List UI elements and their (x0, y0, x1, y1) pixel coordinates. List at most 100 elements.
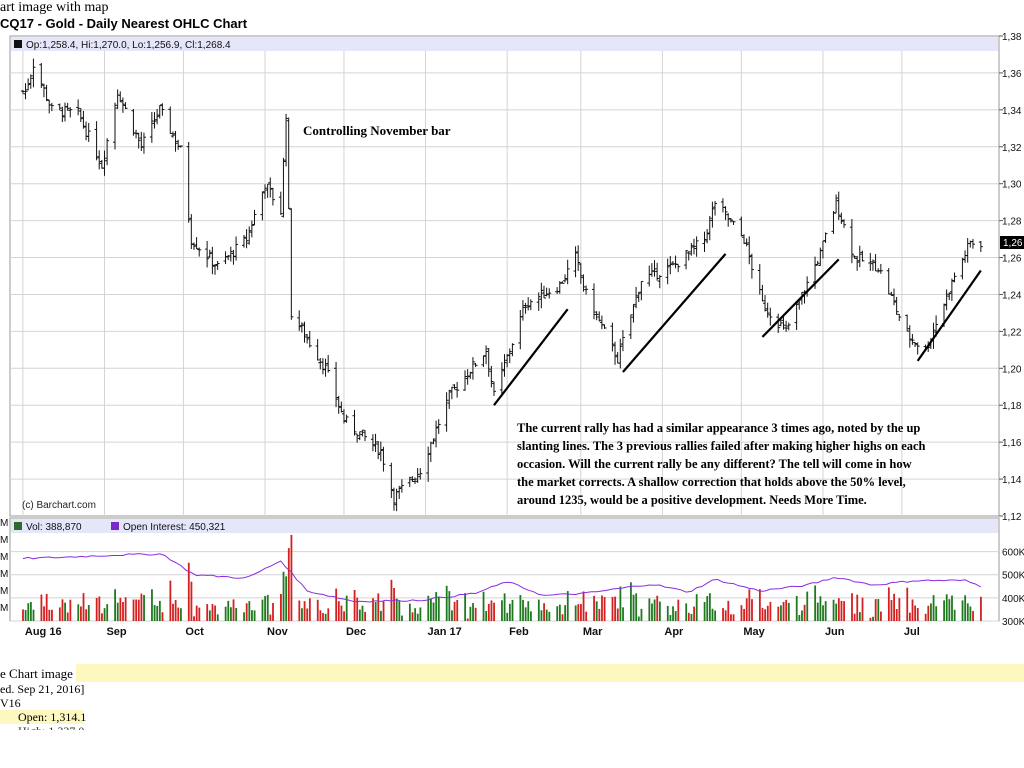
footer-line-1: e Chart image (0, 666, 73, 681)
volume-bar (401, 615, 403, 621)
price-tick-label: 1,28 (1002, 217, 1022, 228)
volume-bar (751, 599, 753, 621)
volume-bar (595, 601, 598, 621)
volume-bar (648, 598, 651, 621)
volume-bar (432, 602, 435, 621)
volume-bar (469, 606, 472, 621)
volume-tick-label: 500K (1002, 571, 1024, 582)
volume-bar (285, 576, 288, 621)
volume-bar (824, 601, 827, 621)
x-tick-label: Apr (664, 626, 684, 638)
volume-bar (316, 599, 319, 621)
x-tick-label: Aug 16 (25, 626, 62, 638)
volume-bar (924, 613, 927, 621)
last-price-label: 1,26 (1003, 238, 1023, 249)
volume-bar (893, 593, 895, 621)
volume-bar (819, 596, 822, 621)
x-tick-label: Jan 17 (428, 626, 462, 638)
price-panel-frame (9, 35, 1000, 517)
volume-bar (877, 599, 880, 621)
volume-bar (251, 610, 253, 621)
volume-bar (308, 598, 311, 621)
volume-bar (953, 609, 956, 621)
volume-bar (345, 595, 348, 621)
x-tick-label: Oct (185, 626, 204, 638)
volume-bar (777, 606, 780, 621)
volume-bar (187, 562, 190, 621)
chart-title: CQ17 - Gold - Daily Nearest OHLC Chart (0, 16, 248, 31)
vol-legend-swatch (14, 522, 22, 530)
volume-bar (524, 607, 527, 621)
volume-bar (935, 606, 938, 621)
vol-legend: Vol: 388,870 (26, 522, 82, 533)
volume-bar (537, 599, 540, 621)
volume-bar (361, 605, 364, 621)
x-tick-label: Dec (346, 626, 366, 638)
volume-bar (519, 595, 522, 621)
volume-bar (103, 608, 106, 621)
volume-bar (787, 602, 790, 621)
volume-bar (408, 603, 411, 621)
volume-bar (116, 602, 119, 621)
volume-bar (898, 598, 901, 621)
annotation-title: Controlling November bar (303, 123, 451, 138)
volume-bar (561, 614, 564, 621)
price-y-axis: 1,38 1,36 1,34 1,32 1,30 1,28 1,26 1,24 1,22 1,20… (999, 32, 1022, 523)
volume-bar (485, 610, 488, 621)
volume-bar (106, 604, 109, 621)
price-tick-label: 1,20 (1002, 364, 1022, 375)
volume-bar (301, 608, 303, 621)
volume-bar (758, 589, 761, 621)
volume-bar (151, 589, 153, 621)
volume-bar (874, 599, 877, 621)
volume-bar (582, 591, 585, 621)
volume-bar (85, 609, 88, 621)
volume-bar (490, 600, 493, 621)
volume-bar (487, 603, 490, 621)
volume-bar (603, 597, 606, 621)
volume-bar (335, 588, 338, 621)
volume-bar (382, 601, 385, 621)
volume-legend-band (11, 519, 998, 533)
volume-tick-label: 400K (1002, 594, 1024, 605)
volume-bar (932, 595, 935, 621)
volume-bar (593, 595, 595, 621)
volume-bar (390, 579, 393, 621)
ohlc-legend: Op:1,258.4, Hi:1,270.0, Lo:1,256.9, Cl:1… (26, 40, 231, 51)
price-tick-label: 1,36 (1002, 69, 1022, 80)
volume-bar (472, 603, 474, 621)
volume-bar (364, 611, 367, 621)
volume-bar (769, 601, 772, 621)
volume-bar (353, 589, 356, 621)
volume-bar (803, 604, 806, 621)
volume-bar (945, 594, 948, 621)
volume-bar (158, 600, 161, 621)
volume-bar (190, 581, 193, 621)
volume-bar (227, 600, 230, 621)
volume-bar (266, 594, 269, 621)
volume-bar (837, 598, 840, 621)
volume-bar (690, 613, 693, 621)
volume-bar (208, 610, 211, 621)
volume-bar (372, 598, 374, 621)
annotation-text: The current rally has had a similar appe… (517, 421, 926, 507)
volume-bar (972, 610, 974, 621)
volume-bar (153, 605, 156, 621)
volume-bar (785, 599, 788, 621)
volume-bar (964, 595, 967, 621)
volume-bar (872, 616, 874, 621)
volume-bar (211, 604, 214, 621)
volume-bar (506, 612, 509, 621)
open-interest-line (22, 553, 982, 603)
volume-bar (179, 608, 182, 621)
ohlc-legend-band (11, 37, 998, 51)
volume-bar (69, 599, 72, 621)
volume-bar (395, 598, 398, 621)
volume-tick-label: 600K (1002, 548, 1024, 559)
volume-left-tick-label: M (0, 603, 8, 614)
volume-bar (840, 600, 843, 621)
volume-bar (393, 588, 395, 621)
volume-bar (543, 603, 545, 621)
volume-bar (466, 618, 469, 621)
volume-bar (911, 599, 914, 621)
